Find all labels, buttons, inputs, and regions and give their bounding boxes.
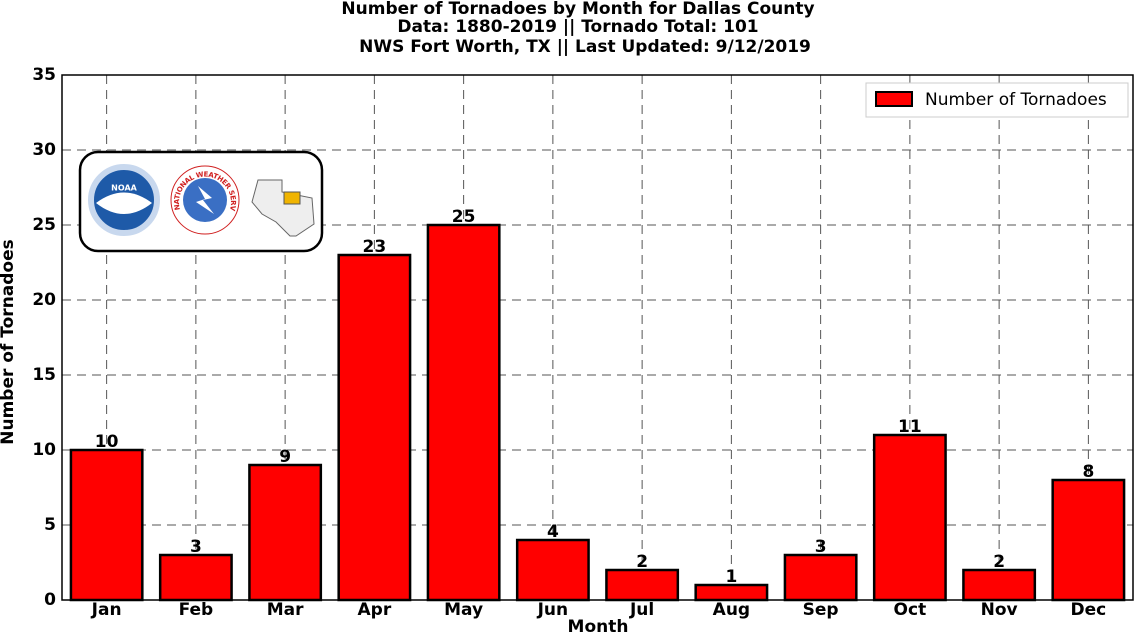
value-label: 3: [190, 537, 202, 557]
noaa-gull: [96, 192, 152, 214]
y-tick-label: 20: [32, 290, 56, 310]
x-tick-label: Jul: [629, 600, 654, 620]
value-label: 10: [95, 432, 119, 452]
plot-frame: [61, 74, 1134, 601]
bar: [872, 433, 947, 602]
x-tick-label: Feb: [179, 600, 214, 620]
value-label: 4: [547, 522, 559, 542]
bar: [1051, 478, 1126, 602]
bar: [337, 253, 412, 602]
texas-map: [251, 179, 315, 237]
x-tick-label: Mar: [267, 600, 304, 620]
bar: [783, 553, 858, 602]
value-label: 23: [363, 237, 387, 257]
x-tick-label: May: [444, 600, 483, 620]
noaa-text: NOAA: [111, 184, 137, 193]
value-label: 9: [279, 447, 291, 467]
x-tick-label: Oct: [894, 600, 927, 620]
x-tick-label: Apr: [358, 600, 392, 620]
value-label: 3: [815, 537, 827, 557]
value-label: 25: [452, 207, 476, 227]
y-tick-label: 25: [32, 215, 56, 235]
y-tick-label: 15: [32, 365, 56, 385]
legend-label: Number of Tornadoes: [925, 90, 1107, 110]
chart-title: Number of Tornadoes by Month for Dallas …: [341, 0, 814, 19]
y-tick-label: 10: [32, 440, 56, 460]
y-tick-label: 30: [32, 140, 56, 160]
nws-inner: [183, 178, 227, 222]
chart-subtitle: Data: 1880-2019 || Tornado Total: 101: [397, 17, 758, 37]
value-label: 11: [898, 417, 922, 437]
bar: [158, 553, 233, 602]
y-axis-label: Number of Tornadoes: [0, 239, 18, 445]
x-tick-label: Aug: [713, 600, 750, 620]
bar: [694, 583, 769, 602]
y-tick-label: 35: [32, 65, 56, 85]
x-tick-label: Sep: [803, 600, 839, 620]
x-tick-label: Dec: [1071, 600, 1107, 620]
y-tick-label: 5: [44, 515, 56, 535]
x-tick-label: Jan: [91, 600, 122, 620]
x-axis-label: Month: [568, 617, 629, 637]
bar: [515, 538, 590, 602]
bar: [605, 568, 680, 602]
value-label: 1: [725, 567, 737, 587]
chart-subtitle: NWS Fort Worth, TX || Last Updated: 9/12…: [359, 37, 811, 57]
y-tick-label: 0: [44, 590, 56, 610]
bar: [69, 448, 144, 602]
value-label: 8: [1082, 462, 1094, 482]
x-tick-label: Nov: [981, 600, 1018, 620]
value-label: 2: [993, 552, 1005, 572]
bar: [248, 463, 323, 602]
x-tick-label: Jun: [537, 600, 569, 620]
dfw-area: [283, 191, 301, 205]
bar: [426, 223, 501, 602]
value-label: 2: [636, 552, 648, 572]
bar: [962, 568, 1037, 602]
legend-swatch: [875, 91, 913, 107]
